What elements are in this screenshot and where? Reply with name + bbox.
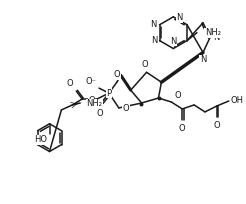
Text: O: O (114, 70, 120, 79)
Text: N: N (170, 37, 176, 45)
Text: N: N (170, 35, 176, 44)
Text: O: O (141, 60, 148, 69)
Text: O: O (123, 104, 129, 113)
Text: OH: OH (231, 95, 244, 104)
Text: O: O (97, 109, 103, 118)
Text: P: P (106, 89, 111, 98)
Text: O: O (179, 124, 185, 133)
Text: O: O (67, 79, 73, 88)
Text: N: N (200, 55, 206, 64)
Text: NH₂: NH₂ (205, 28, 221, 37)
Text: O: O (89, 95, 95, 104)
Text: N: N (151, 36, 158, 45)
Text: O: O (174, 91, 181, 100)
Text: O⁻: O⁻ (85, 77, 96, 86)
Text: N: N (176, 13, 183, 22)
Text: HO: HO (34, 135, 47, 144)
Text: N: N (213, 33, 219, 42)
Text: N: N (150, 20, 157, 29)
Text: NH₂: NH₂ (86, 100, 102, 109)
Text: O: O (214, 121, 220, 130)
